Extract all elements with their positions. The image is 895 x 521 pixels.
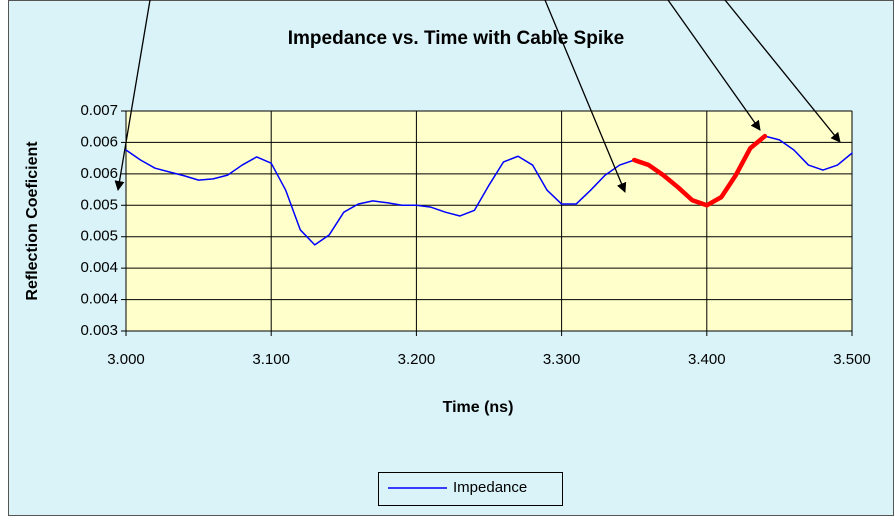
arrow [724, 0, 841, 143]
series [125, 133, 853, 246]
y-tick-label: 0.006 [80, 133, 118, 150]
chart-title: Impedance vs. Time with Cable Spike [288, 28, 625, 49]
x-tick-label: 3.400 [688, 351, 726, 368]
x-tick-label: 3.100 [252, 351, 290, 368]
annotation-arrows [114, 0, 841, 193]
y-tick-label: 0.005 [80, 196, 118, 213]
y-tick-label: 0.004 [80, 291, 118, 308]
x-tick-label: 3.500 [833, 351, 871, 368]
plot-area [125, 110, 853, 332]
x-tick-label: 3.300 [543, 351, 581, 368]
series-line [631, 133, 768, 208]
legend-items: Impedance [388, 479, 527, 496]
y-axis-label: Reflection Coeficient [24, 141, 41, 301]
grid [121, 110, 853, 336]
x-tick-label: 3.200 [398, 351, 436, 368]
y-tick-label: 0.004 [80, 259, 118, 276]
y-tick-label: 0.007 [80, 102, 118, 119]
arrow [667, 0, 761, 131]
legend-label: Impedance [453, 479, 527, 496]
legend [378, 472, 563, 506]
arrow [114, 0, 151, 191]
x-tick-label: 3.000 [107, 351, 145, 368]
arrow [544, 0, 627, 193]
x-axis-label: Time (ns) [443, 399, 514, 416]
y-tick-label: 0.005 [80, 228, 118, 245]
y-tick-label: 0.006 [80, 165, 118, 182]
y-tick-label: 0.003 [80, 322, 118, 339]
